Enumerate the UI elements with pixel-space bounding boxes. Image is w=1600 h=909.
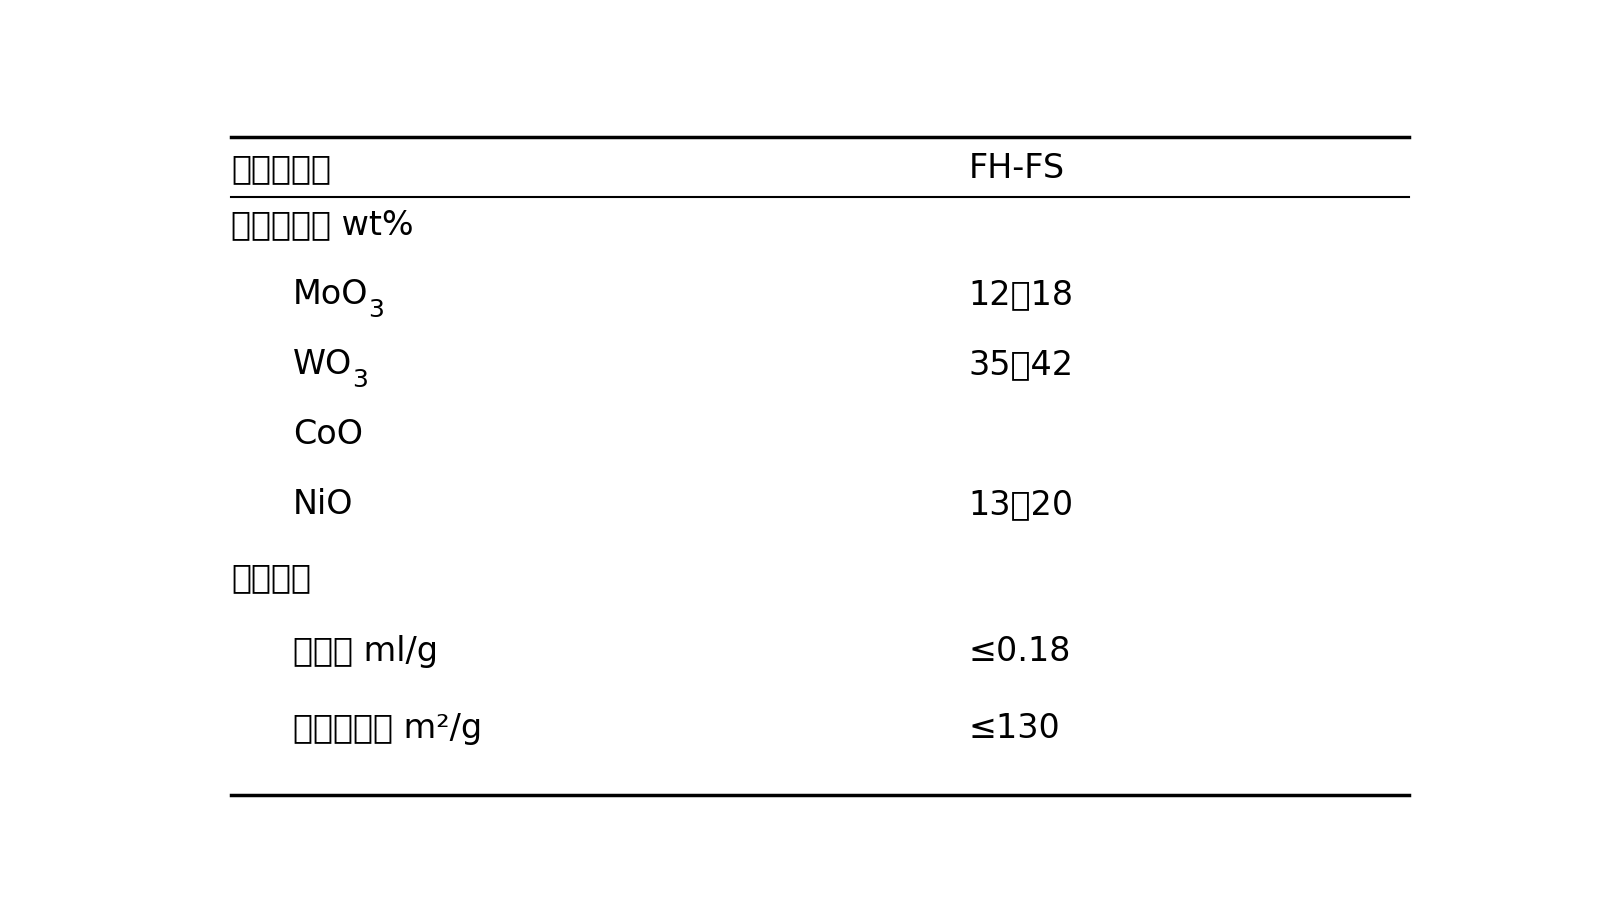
Text: 3: 3 [352,368,368,392]
Text: 比表面积， m²/g: 比表面积， m²/g [293,712,482,745]
Text: 12～18: 12～18 [970,278,1074,311]
Text: CoO: CoO [293,418,363,451]
Text: MoO: MoO [293,278,368,311]
Text: ≤130: ≤130 [970,712,1061,745]
Text: 催化剂编号: 催化剂编号 [230,152,331,185]
Text: ≤0.18: ≤0.18 [970,635,1070,668]
Text: WO: WO [293,348,352,381]
Text: 3: 3 [368,298,384,322]
Text: 物理性质: 物理性质 [230,562,310,594]
Text: 化学组成， wt%: 化学组成， wt% [230,208,414,241]
Text: FH-FS: FH-FS [970,152,1066,185]
Text: 13～20: 13～20 [970,488,1074,521]
Text: 孔容， ml/g: 孔容， ml/g [293,635,438,668]
Text: NiO: NiO [293,488,354,521]
Text: 35～42: 35～42 [970,348,1074,381]
